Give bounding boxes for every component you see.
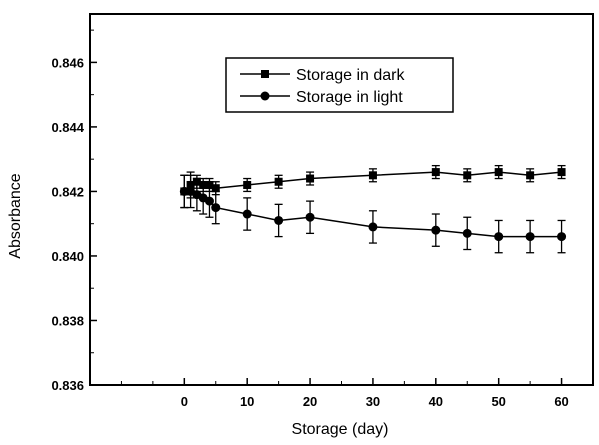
x-tick-label: 30 bbox=[366, 394, 380, 409]
circle-marker bbox=[525, 232, 535, 242]
circle-marker bbox=[274, 215, 284, 225]
y-tick-label: 0.844 bbox=[51, 120, 84, 135]
x-tick-label: 60 bbox=[554, 394, 568, 409]
circle-marker bbox=[179, 186, 189, 196]
x-tick-label: 20 bbox=[303, 394, 317, 409]
square-marker bbox=[243, 180, 252, 189]
square-marker bbox=[274, 177, 283, 186]
legend-box bbox=[225, 57, 454, 113]
axes: 0.836 0.838 0.840 0.842 0.844 0.846 0 10 20 30 40 5… bbox=[51, 13, 594, 409]
x-axis-title: Storage (day) bbox=[292, 421, 389, 438]
y-tick-label: 0.838 bbox=[51, 313, 84, 328]
square-marker bbox=[494, 168, 503, 177]
legend-circle-marker bbox=[260, 91, 270, 101]
x-tick-label: 50 bbox=[491, 394, 505, 409]
legend-square-marker bbox=[261, 70, 269, 78]
legend-label: Storage in light bbox=[296, 89, 403, 106]
x-tick-label: 0 bbox=[181, 394, 188, 409]
series-dark bbox=[180, 164, 566, 209]
square-marker bbox=[368, 171, 377, 180]
y-tick-label: 0.846 bbox=[51, 55, 84, 70]
square-marker bbox=[526, 171, 535, 180]
circle-marker bbox=[431, 225, 441, 235]
circle-marker bbox=[462, 228, 472, 238]
square-marker bbox=[306, 174, 315, 183]
y-tick-label: 0.840 bbox=[51, 249, 84, 264]
circle-marker bbox=[242, 209, 252, 219]
square-marker bbox=[431, 168, 440, 177]
y-axis-title: Absorbance bbox=[7, 173, 24, 258]
square-marker bbox=[463, 171, 472, 180]
series-layer bbox=[179, 164, 567, 254]
y-tick-label: 0.842 bbox=[51, 184, 84, 199]
legend: Storage in dark Storage in light bbox=[225, 57, 454, 113]
circle-marker bbox=[494, 232, 504, 242]
circle-marker bbox=[368, 222, 378, 232]
square-marker bbox=[211, 184, 220, 193]
x-tick-label: 40 bbox=[429, 394, 443, 409]
legend-label: Storage in dark bbox=[296, 67, 406, 84]
circle-marker bbox=[557, 232, 567, 242]
x-tick-label: 10 bbox=[240, 394, 254, 409]
circle-marker bbox=[305, 212, 315, 222]
square-marker bbox=[557, 168, 566, 177]
circle-marker bbox=[204, 196, 214, 206]
series-light bbox=[179, 174, 567, 254]
y-tick-label: 0.836 bbox=[51, 378, 84, 393]
circle-marker bbox=[211, 203, 221, 213]
